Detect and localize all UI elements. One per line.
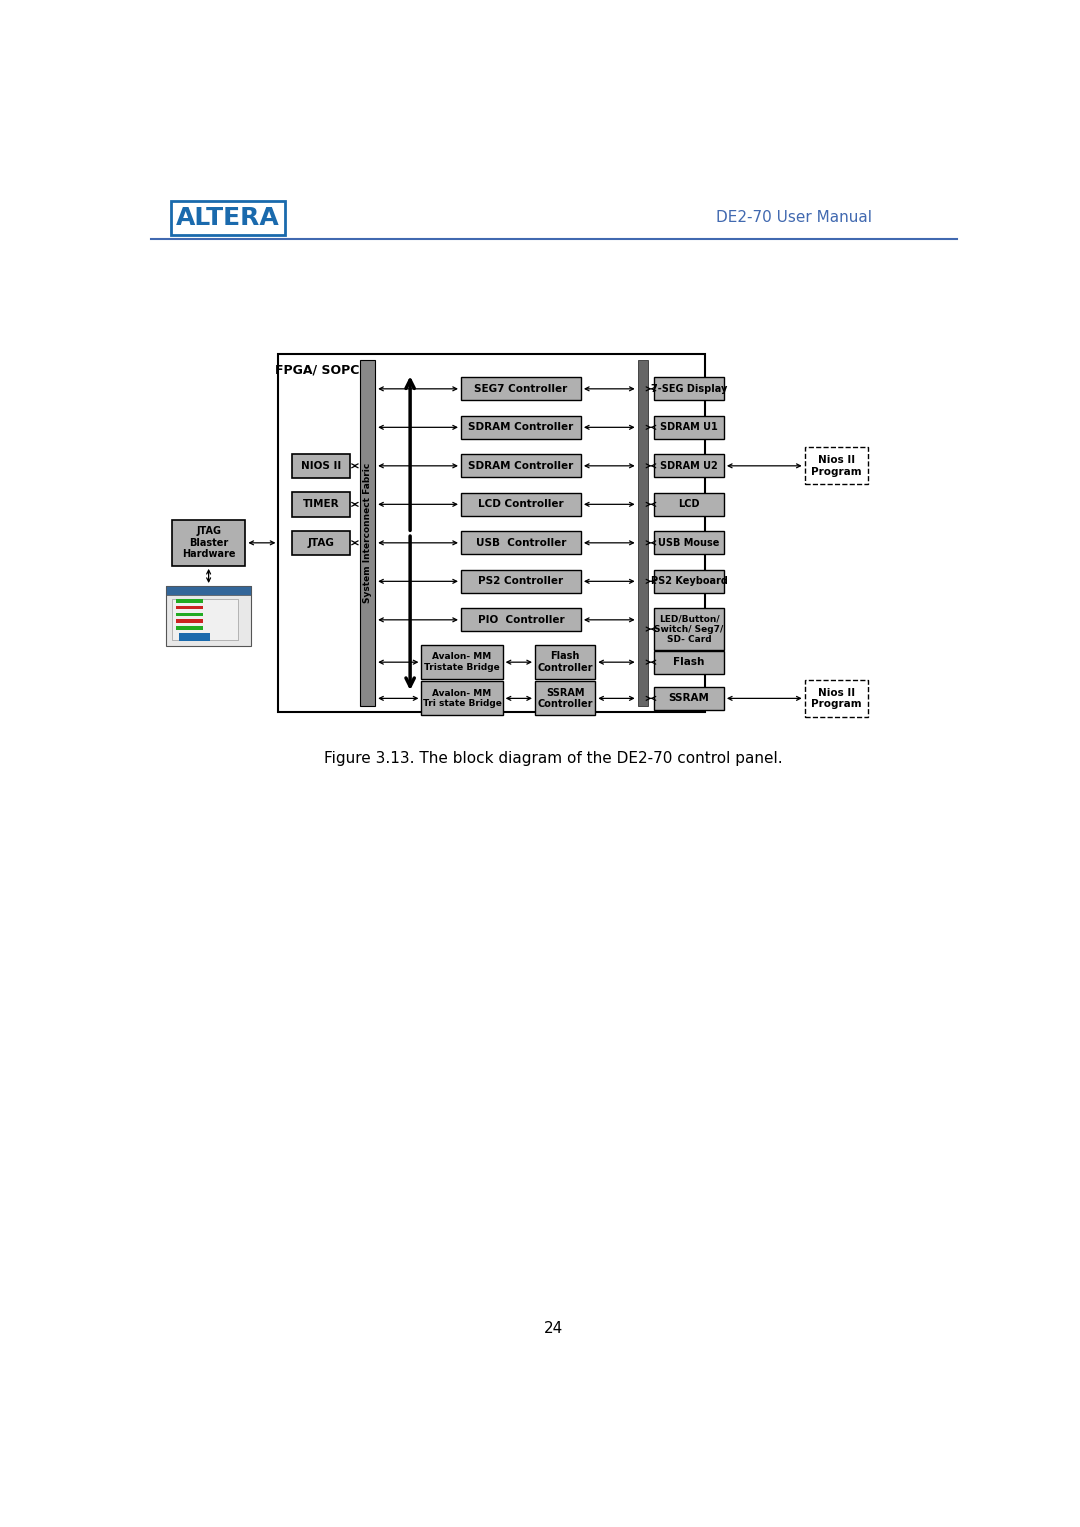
Text: 24: 24	[544, 1321, 563, 1336]
FancyBboxPatch shape	[535, 646, 595, 680]
FancyBboxPatch shape	[176, 626, 203, 631]
Text: 7-SEG Display: 7-SEG Display	[651, 383, 727, 394]
FancyBboxPatch shape	[292, 530, 350, 556]
FancyBboxPatch shape	[172, 600, 238, 640]
FancyBboxPatch shape	[292, 454, 350, 478]
FancyBboxPatch shape	[461, 608, 581, 631]
FancyBboxPatch shape	[654, 415, 724, 438]
FancyBboxPatch shape	[654, 493, 724, 516]
Text: Avalon- MM
Tri state Bridge: Avalon- MM Tri state Bridge	[422, 689, 501, 709]
Text: JTAG
Blaster
Hardware: JTAG Blaster Hardware	[181, 527, 235, 559]
Text: SSRAM: SSRAM	[669, 693, 710, 704]
Text: LCD Controller: LCD Controller	[478, 499, 564, 510]
FancyBboxPatch shape	[654, 651, 724, 673]
Text: SSRAM
Controller: SSRAM Controller	[538, 687, 593, 709]
FancyBboxPatch shape	[421, 646, 502, 680]
Text: JTAG: JTAG	[308, 538, 335, 548]
FancyBboxPatch shape	[654, 608, 724, 651]
Text: FPGA/ SOPC: FPGA/ SOPC	[275, 363, 360, 376]
FancyBboxPatch shape	[176, 612, 203, 617]
FancyBboxPatch shape	[535, 681, 595, 715]
FancyBboxPatch shape	[654, 531, 724, 554]
Text: Nios II
Program: Nios II Program	[811, 455, 862, 476]
Text: Figure 3.13. The block diagram of the DE2-70 control panel.: Figure 3.13. The block diagram of the DE…	[324, 751, 783, 767]
FancyBboxPatch shape	[461, 493, 581, 516]
FancyBboxPatch shape	[176, 599, 203, 603]
Text: PS2 Controller: PS2 Controller	[478, 576, 564, 586]
FancyBboxPatch shape	[654, 377, 724, 400]
FancyBboxPatch shape	[166, 586, 252, 596]
FancyBboxPatch shape	[176, 606, 203, 609]
Text: LED/Button/
Switch/ Seg7/
SD- Card: LED/Button/ Switch/ Seg7/ SD- Card	[654, 614, 724, 644]
FancyBboxPatch shape	[176, 620, 203, 623]
FancyBboxPatch shape	[654, 454, 724, 478]
Text: LCD: LCD	[678, 499, 700, 510]
FancyBboxPatch shape	[461, 454, 581, 478]
FancyBboxPatch shape	[421, 681, 502, 715]
Text: NIOS II: NIOS II	[301, 461, 341, 470]
FancyBboxPatch shape	[805, 447, 868, 484]
Text: ALTERA: ALTERA	[176, 206, 280, 231]
Text: USB  Controller: USB Controller	[476, 538, 566, 548]
FancyBboxPatch shape	[654, 687, 724, 710]
FancyBboxPatch shape	[179, 632, 211, 641]
Text: System Interconnect Fabric: System Interconnect Fabric	[363, 463, 372, 603]
FancyBboxPatch shape	[461, 377, 581, 400]
Text: PS2 Keyboard: PS2 Keyboard	[650, 576, 728, 586]
Text: SDRAM U1: SDRAM U1	[660, 423, 718, 432]
FancyBboxPatch shape	[461, 570, 581, 592]
Text: Avalon- MM
Tristate Bridge: Avalon- MM Tristate Bridge	[424, 652, 500, 672]
FancyBboxPatch shape	[461, 531, 581, 554]
FancyBboxPatch shape	[166, 586, 252, 646]
Text: Flash: Flash	[674, 657, 705, 667]
Text: Nios II
Program: Nios II Program	[811, 687, 862, 709]
Text: SDRAM Controller: SDRAM Controller	[469, 423, 573, 432]
FancyBboxPatch shape	[292, 492, 350, 516]
FancyBboxPatch shape	[461, 415, 581, 438]
FancyBboxPatch shape	[360, 360, 375, 705]
FancyBboxPatch shape	[805, 680, 868, 716]
Text: PIO  Controller: PIO Controller	[477, 615, 564, 625]
Text: Flash
Controller: Flash Controller	[538, 652, 593, 673]
FancyBboxPatch shape	[637, 360, 648, 705]
Text: SDRAM U2: SDRAM U2	[660, 461, 718, 470]
Text: TIMER: TIMER	[302, 499, 339, 510]
FancyBboxPatch shape	[654, 570, 724, 592]
Text: DE2-70 User Manual: DE2-70 User Manual	[716, 211, 872, 226]
Text: USB Mouse: USB Mouse	[659, 538, 719, 548]
FancyBboxPatch shape	[172, 519, 245, 567]
FancyBboxPatch shape	[279, 354, 704, 712]
Text: SDRAM Controller: SDRAM Controller	[469, 461, 573, 470]
Text: SEG7 Controller: SEG7 Controller	[474, 383, 568, 394]
